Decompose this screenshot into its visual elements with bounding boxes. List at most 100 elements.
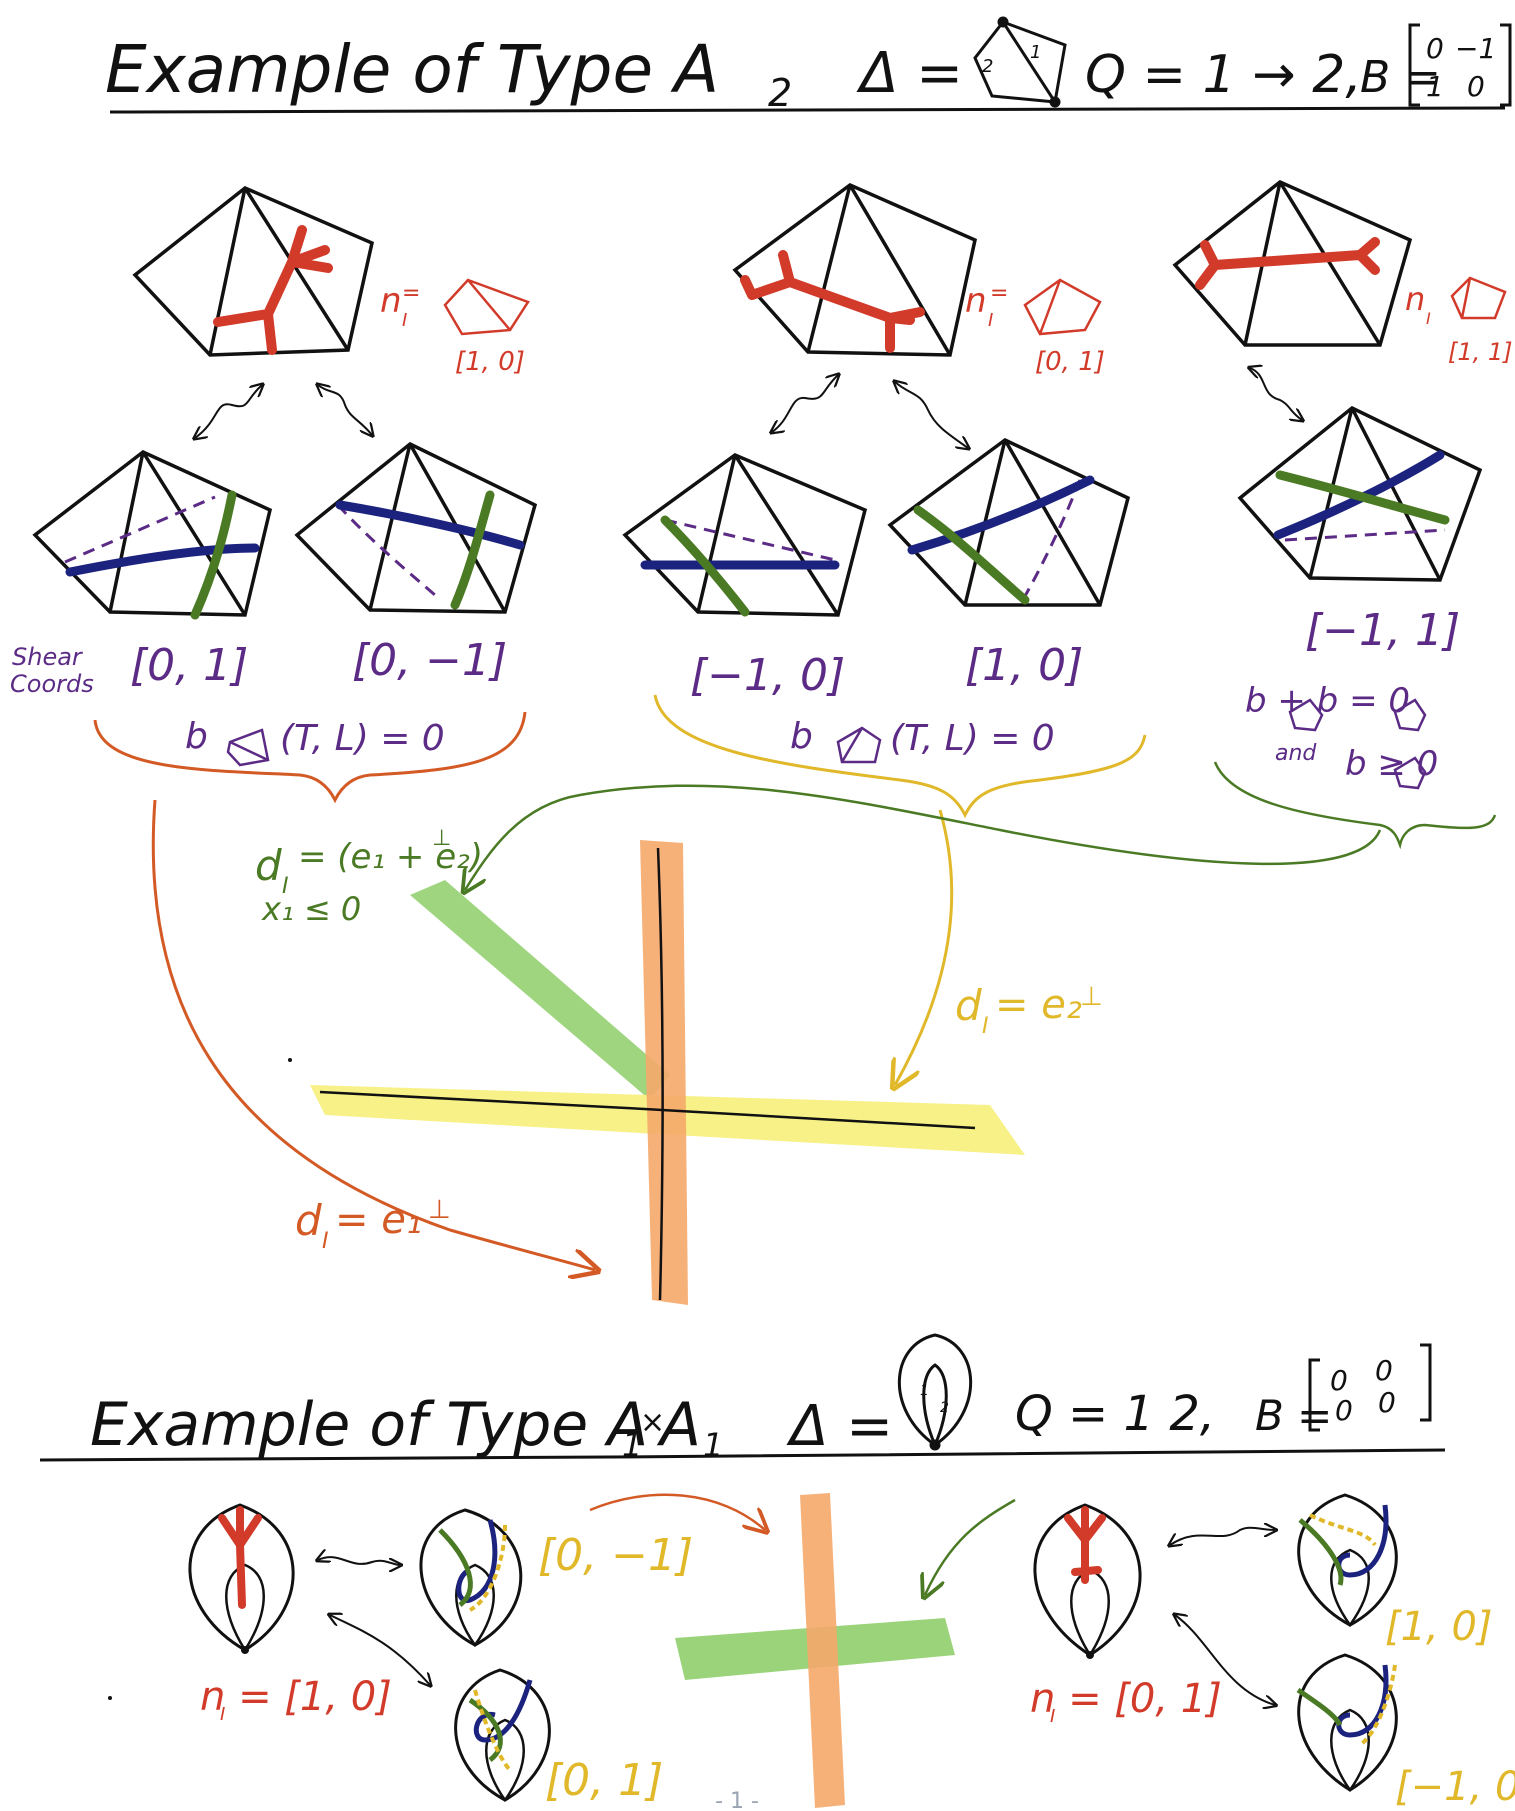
svg-text:[1, 1]: [1, 1] [1448,338,1513,366]
svg-text:= e₁: = e₁ [335,1197,422,1243]
svg-text:(T, L) = 0: (T, L) = 0 [280,718,445,759]
flip-arrow-a1-4 [1175,1615,1275,1705]
svg-text:= (e₁ + e₂): = (e₁ + e₂) [298,837,483,877]
svg-text:n: n [1405,280,1425,318]
svg-text:Shear: Shear [12,643,84,671]
svg-text:1: 1 [622,1426,642,1464]
svg-text:I: I [220,1704,225,1725]
svg-text:⊥: ⊥ [428,1195,451,1225]
svg-text:b ≥ 0: b ≥ 0 [1345,744,1438,784]
svg-text:2: 2 [982,56,993,77]
arrow-yellow [895,809,954,1085]
orange-wall-band [640,840,688,1305]
flip-arrow-a1-3 [1170,1528,1275,1545]
shear-coord-2: [0, −1] [352,635,507,686]
svg-text:0: 0 [1330,1364,1348,1397]
svg-text:b: b [185,716,208,757]
a1a1-wall-cross [675,1493,955,1808]
n-label-a1-left: n = [1, 0] I [200,1674,392,1725]
svg-text:=: = [990,281,1008,306]
pentagon-top-2 [732,182,978,357]
svg-text:−1: −1 [1455,32,1496,65]
title1-quiver: Q = 1 → 2, [1085,45,1362,105]
n-label-2: n I = [0, 1] [965,278,1105,377]
n-label-1: n I = [1, 0] [380,278,530,377]
pentagon-top-3 [1172,179,1413,347]
svg-text:n = [0, 1]: n = [0, 1] [1030,1676,1222,1722]
svg-text:I: I [322,1229,329,1254]
svg-text:I: I [1426,309,1431,328]
pentagon-top-1 [132,185,375,357]
title-type-a2: Example of Type A 2 Δ = 2 1 Q = 1 → 2, B… [105,16,1512,115]
svg-text:0: 0 [1378,1386,1396,1419]
title2-bmatrix: 0 0 0 0 [1308,1343,1432,1432]
monogon-right-lower [1296,1653,1398,1793]
svg-text:I: I [402,310,407,331]
title1-bmat-label: B = [1360,52,1441,103]
shear-coord-1: [0, 1] [130,640,248,691]
brace-green [1213,761,1497,850]
a1a1-orange-band [800,1493,845,1808]
horizontal-axis [319,1090,976,1130]
title1-bmatrix: 0 −1 1 0 [1408,23,1512,107]
arrow-a1-green [925,1498,1016,1595]
shear-coord-3: [−1, 0] [690,650,845,701]
svg-text:1: 1 [1426,70,1444,103]
title1-underline [109,106,1506,114]
svg-text:×: × [640,1405,665,1440]
brace-orange [93,711,527,804]
shear-coord-4: [1, 0] [965,640,1083,691]
shear-coord-5: [−1, 1] [1305,605,1460,656]
flip-arrow-a1-1 [318,1557,400,1565]
condition-2: b (T, L) = 0 [790,716,1055,764]
svg-text:Example of Type A: Example of Type A [90,1390,648,1460]
wall-label-orange: d I = e₁ ⊥ [295,1195,451,1254]
svg-text:x₁ ≤ 0: x₁ ≤ 0 [261,890,361,928]
svg-text:b: b [790,716,813,757]
wall-label-green: d I = (e₁ + e₂) ⊥ x₁ ≤ 0 [255,826,483,928]
svg-text:2: 2 [940,1400,949,1416]
triangulated-square-icon: 2 1 [973,16,1067,108]
green-wall-band [410,880,670,1100]
pentagon-mid-3 [622,453,868,617]
monogon-icon: 1 2 [897,1333,973,1451]
pentagon-mid-4 [887,437,1131,607]
flip-arrow-a1-2 [330,1615,430,1685]
monogon-left-upper [419,1508,523,1648]
shear-coords-label: Shear Coords [10,643,94,698]
svg-text:0: 0 [1467,70,1485,103]
svg-text:B =: B = [1255,1391,1332,1440]
coord-a1-2: [0, 1] [545,1755,663,1806]
svg-text:d: d [295,1196,322,1245]
flip-arrows-row1 [195,368,1302,448]
svg-text:⊥: ⊥ [432,826,451,851]
svg-text:[1, 0]: [1, 0] [455,347,525,377]
svg-text:=: = [402,281,420,306]
page-number: - 1 - [715,1789,759,1811]
svg-text:1: 1 [703,1426,723,1464]
n-label-a1-right: n = [0, 1] I [1030,1676,1222,1727]
svg-text:n: n [380,281,402,321]
svg-text:d: d [955,981,982,1030]
svg-text:I: I [982,1014,989,1039]
svg-text:n = [1, 0]: n = [1, 0] [200,1674,392,1720]
svg-text:Δ =: Δ = [786,1394,893,1459]
arrow-a1-orange [589,1493,765,1530]
svg-text:1: 1 [1030,42,1041,63]
svg-text:I: I [282,874,289,899]
condition-3: b + b = 0 and b ≥ 0 [1245,681,1438,790]
pentagon-mid-5 [1237,405,1483,582]
title-type-a1xa1: Example of Type A 1 × A 1 Δ = 1 2 Q = 1 … [39,1333,1446,1464]
svg-text:Q = 1 2,: Q = 1 2, [1015,1386,1215,1442]
svg-text:n: n [965,281,987,321]
title1-subscript: 2 [768,71,792,115]
svg-text:0: 0 [1426,32,1444,65]
scattering-diagram [288,840,1025,1305]
n-label-3: n I [1, 1] [1405,276,1513,366]
svg-text:A: A [656,1390,701,1460]
pentagon-mid-2 [294,441,538,614]
condition-1: b (T, L) = 0 [185,716,445,767]
svg-text:0: 0 [1335,1394,1353,1427]
monogon-left-red [188,1503,295,1654]
